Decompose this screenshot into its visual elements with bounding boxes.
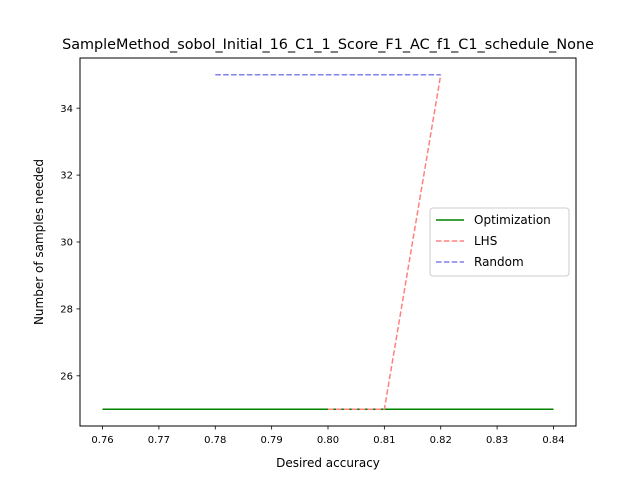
legend-label-random: Random bbox=[474, 255, 524, 269]
legend-label-optimization: Optimization bbox=[474, 213, 551, 227]
x-tick-label: 0.84 bbox=[542, 435, 564, 446]
y-tick-label: 32 bbox=[60, 171, 73, 182]
y-tick-label: 30 bbox=[60, 238, 73, 249]
legend-box bbox=[429, 207, 570, 277]
x-axis-label: Desired accuracy bbox=[276, 456, 380, 470]
y-axis: 26 28 30 32 34 bbox=[60, 104, 80, 382]
legend: Optimization LHS Random bbox=[429, 207, 570, 277]
legend-label-lhs: LHS bbox=[474, 234, 497, 248]
y-tick-label: 34 bbox=[60, 104, 73, 115]
series-line-lhs bbox=[328, 74, 442, 411]
y-tick-label: 28 bbox=[60, 305, 73, 316]
x-tick-label: 0.79 bbox=[261, 435, 283, 446]
x-axis: 0.76 0.77 0.78 0.79 0.80 0.81 0.82 0.83 0.84 bbox=[91, 426, 565, 446]
x-tick-label: 0.81 bbox=[373, 435, 395, 446]
x-tick-label: 0.77 bbox=[148, 435, 170, 446]
x-tick-label: 0.80 bbox=[317, 435, 339, 446]
x-tick-label: 0.76 bbox=[91, 435, 113, 446]
x-tick-label: 0.83 bbox=[486, 435, 508, 446]
x-tick-label: 0.78 bbox=[204, 435, 226, 446]
y-axis-label: Number of samples needed bbox=[32, 159, 46, 325]
plot-area bbox=[102, 73, 554, 411]
x-tick-label: 0.82 bbox=[430, 435, 452, 446]
y-tick-label: 26 bbox=[60, 371, 73, 382]
chart-title: SampleMethod_sobol_Initial_16_C1_1_Score… bbox=[62, 37, 594, 53]
